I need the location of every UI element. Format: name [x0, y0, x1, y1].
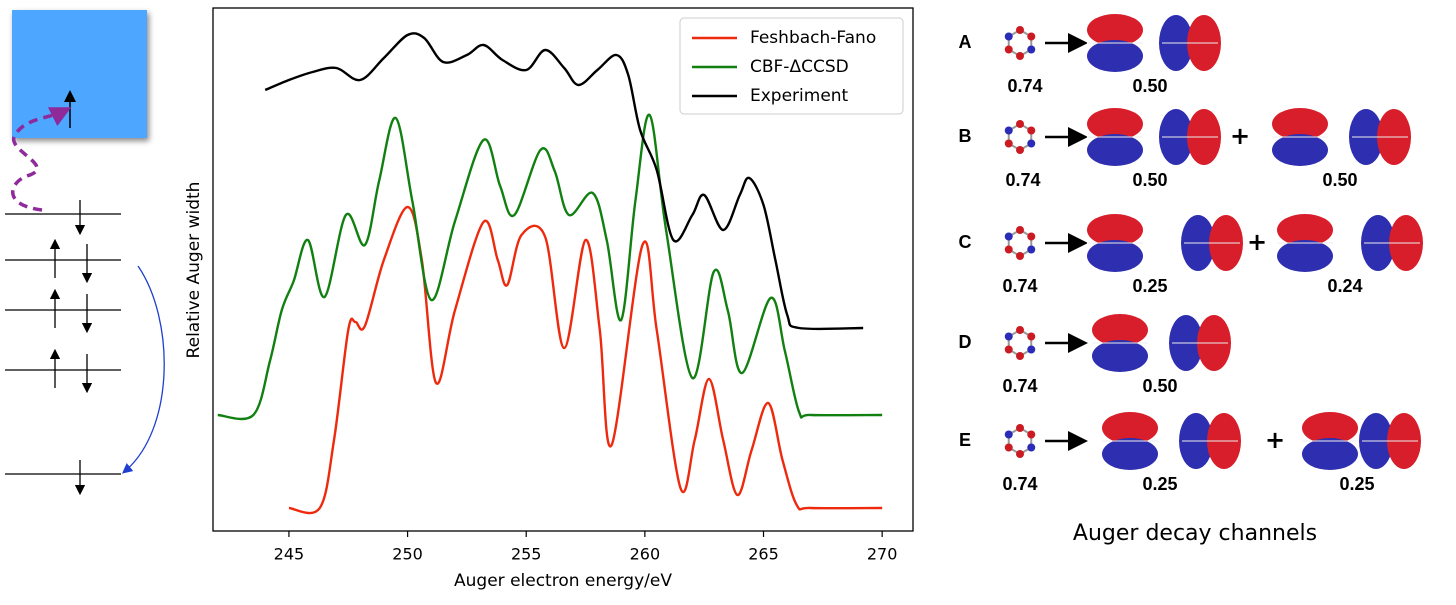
y-axis-label: Relative Auger width	[184, 182, 204, 359]
channel-label: D	[959, 332, 972, 352]
series-line	[288, 205, 883, 515]
plot-frame	[212, 7, 914, 532]
channel-label: E	[959, 430, 971, 450]
atom	[1004, 126, 1013, 135]
channel-value: 0.25	[1132, 276, 1167, 296]
atom	[1027, 126, 1036, 135]
legend-label: Experiment	[750, 86, 849, 106]
panel-title: Auger decay channels	[1073, 521, 1317, 546]
channel-value: 0.25	[1339, 474, 1374, 494]
orbital-lobe	[1277, 240, 1333, 272]
atom	[1004, 430, 1013, 439]
atom	[1016, 52, 1024, 60]
atom	[1004, 232, 1013, 241]
x-tick-label: 250	[392, 545, 423, 564]
legend-label: CBF-ΔCCSD	[750, 57, 849, 77]
atom	[1016, 450, 1024, 458]
atom	[1004, 32, 1013, 41]
orbital-lobe	[1087, 14, 1143, 46]
plus-sign: +	[1230, 122, 1250, 150]
atom	[1016, 252, 1024, 260]
orbital-lobe	[1277, 214, 1333, 246]
atom	[1027, 139, 1036, 148]
x-axis-label: Auger electron energy/eV	[454, 571, 672, 591]
orbital-lobe	[1092, 340, 1148, 372]
orbital-lobe	[1272, 134, 1328, 166]
atom	[1016, 120, 1024, 128]
orbital-lobe	[1102, 438, 1158, 470]
channel-label: A	[959, 32, 972, 52]
atom	[1004, 139, 1013, 148]
atom	[1027, 32, 1036, 41]
x-tick-label: 260	[630, 545, 661, 564]
atom	[1016, 146, 1024, 154]
channel-value: 0.50	[1142, 376, 1177, 396]
series-line	[264, 32, 864, 331]
orbital-lobe	[1087, 214, 1143, 246]
channel-value: 0.74	[1002, 376, 1037, 396]
channel-value: 0.25	[1142, 474, 1177, 494]
atom	[1004, 443, 1013, 452]
atom	[1027, 245, 1036, 254]
orbital-lobe	[1092, 314, 1148, 346]
channel-value: 0.74	[1007, 76, 1042, 96]
legend-box	[679, 17, 904, 115]
atom	[1004, 45, 1013, 54]
channel-panel: A 0.74 0.50 B +0.74 0.50 0.50 C +0.74 0.25 0.24 D 0.…	[959, 14, 1423, 494]
channel-value: 0.74	[1005, 170, 1040, 190]
atom	[1016, 326, 1024, 334]
channel-value: 0.74	[1002, 474, 1037, 494]
x-tick-label: 255	[511, 545, 542, 564]
orbital-lobe	[1087, 134, 1143, 166]
channel-label: C	[959, 232, 972, 252]
orbital-lobe	[1087, 40, 1143, 72]
plus-sign: +	[1265, 426, 1285, 454]
channel-value: 0.50	[1132, 170, 1167, 190]
atom	[1027, 443, 1036, 452]
x-tick-label: 265	[748, 545, 779, 564]
atom	[1004, 332, 1013, 341]
x-tick-label: 245	[274, 545, 305, 564]
atom	[1027, 345, 1036, 354]
atom	[1027, 332, 1036, 341]
orbital-lobe	[1087, 108, 1143, 140]
orbital-lobe	[1102, 412, 1158, 444]
atom	[1004, 245, 1013, 254]
atom	[1016, 352, 1024, 360]
channel-value: 0.50	[1322, 170, 1357, 190]
atom	[1016, 26, 1024, 34]
atom	[1004, 345, 1013, 354]
orbital-lobe	[1302, 412, 1358, 444]
x-tick-label: 270	[867, 545, 898, 564]
atom	[1016, 226, 1024, 234]
atom	[1016, 424, 1024, 432]
legend-label: Feshbach-Fano	[750, 28, 876, 48]
atom	[1027, 45, 1036, 54]
channel-value: 0.50	[1132, 76, 1167, 96]
channel-label: B	[959, 126, 972, 146]
atom	[1027, 430, 1036, 439]
orbital-lobe	[1302, 438, 1358, 470]
channel-value: 0.74	[1002, 276, 1037, 296]
level-diagram	[5, 10, 165, 496]
orbital-lobe	[1087, 240, 1143, 272]
plus-sign: +	[1247, 228, 1267, 256]
orbital-lobe	[1272, 108, 1328, 140]
series-line	[217, 113, 883, 421]
atom	[1027, 232, 1036, 241]
channel-value: 0.24	[1327, 276, 1362, 296]
